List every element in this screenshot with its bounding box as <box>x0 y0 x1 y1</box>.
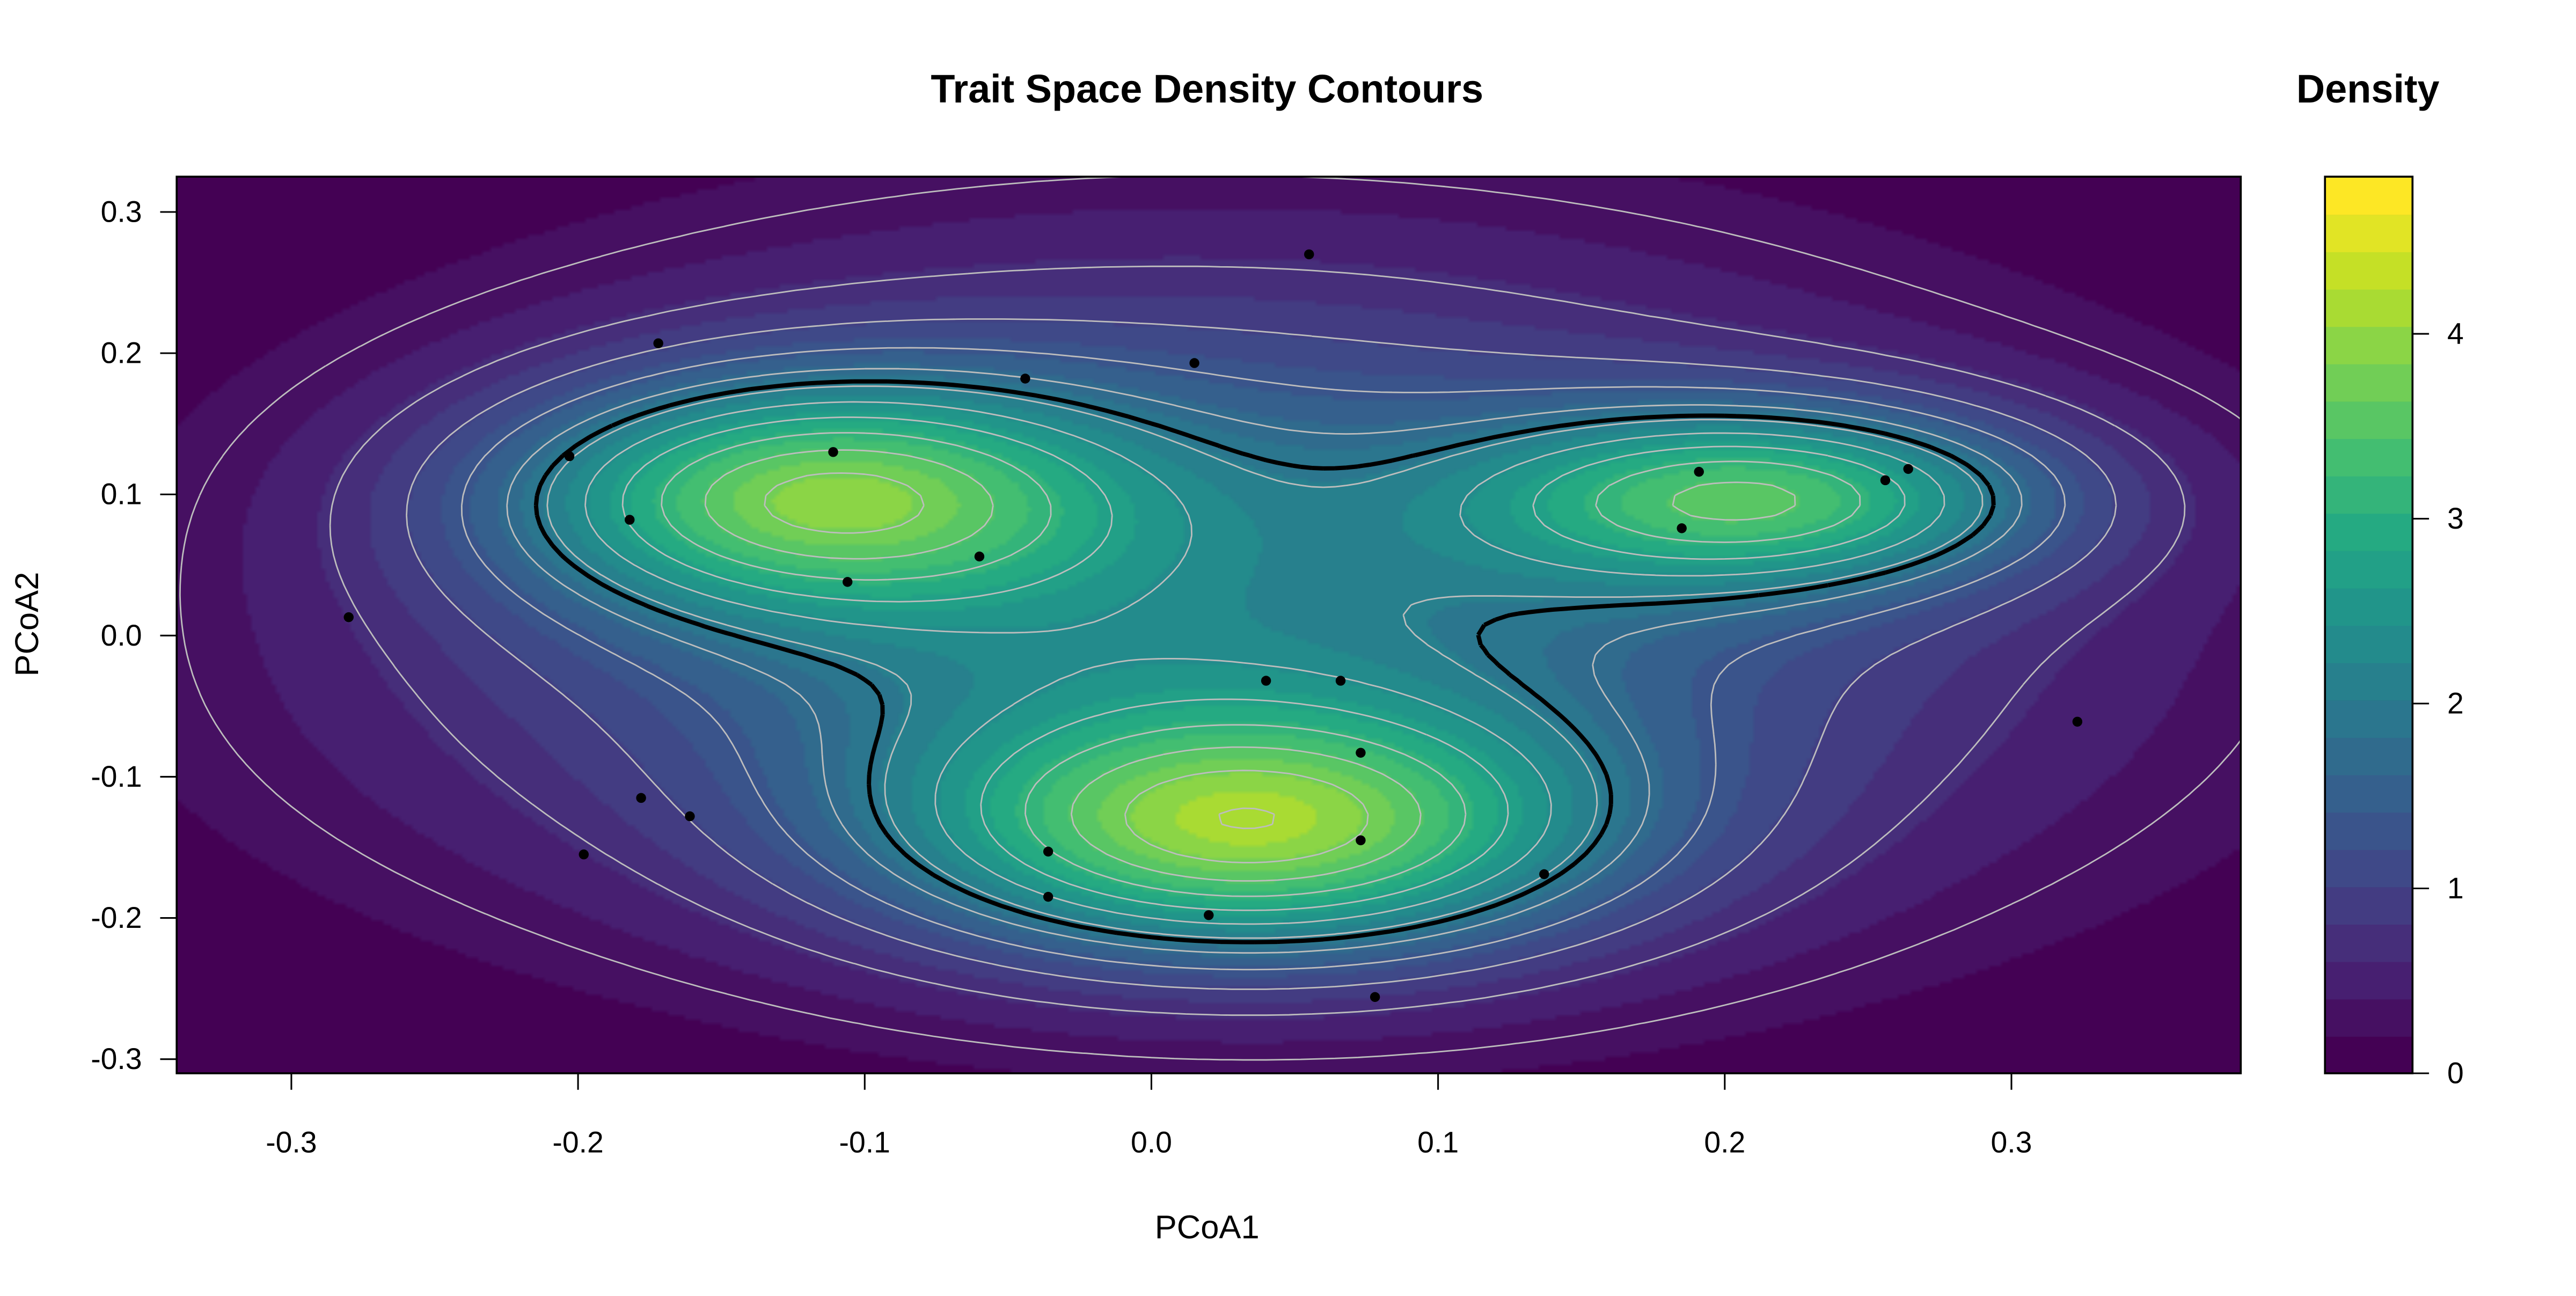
data-point <box>1261 676 1271 686</box>
plot-area <box>175 175 2242 1074</box>
x-axis-label: PCoA1 <box>1155 1209 1260 1246</box>
contour-line <box>506 368 2023 954</box>
x-tick-label: -0.3 <box>266 1126 317 1159</box>
y-tick-label: 0.3 <box>101 195 142 228</box>
colorbar: 0 1 2 3 4 <box>2324 175 2464 1089</box>
chart-title: Trait Space Density Contours <box>931 67 1483 111</box>
data-point <box>1356 748 1366 758</box>
colorbar-tick-label: 0 <box>2447 1056 2464 1089</box>
data-point <box>1189 358 1199 368</box>
data-point <box>579 849 589 860</box>
legend-title: Density <box>2296 67 2440 111</box>
data-point <box>1335 676 1346 686</box>
colorbar-segment <box>2325 886 2413 925</box>
contour-lines <box>179 177 2241 1061</box>
colorbar-segment <box>2325 550 2413 589</box>
x-tick-label: 0.3 <box>1991 1126 2032 1159</box>
contour-line <box>704 449 1796 882</box>
colorbar-segment <box>2325 961 2413 1000</box>
colorbar-segment <box>2325 737 2413 775</box>
data-point <box>974 551 985 562</box>
y-tick-label: 0.1 <box>101 478 142 511</box>
y-tick-label: -0.2 <box>91 901 142 934</box>
colorbar-segment <box>2325 662 2413 701</box>
x-tick-label: 0.2 <box>1704 1126 1745 1159</box>
data-point <box>1020 374 1030 384</box>
contour-line <box>584 401 1945 925</box>
contour-line <box>460 347 2066 971</box>
data-point <box>1204 910 1214 920</box>
colorbar-segment <box>2325 512 2413 551</box>
data-point <box>1304 249 1314 260</box>
x-axis: -0.3 -0.2 -0.1 0.0 0.1 0.2 0.3 <box>266 1072 2032 1159</box>
colorbar-segment <box>2325 214 2413 252</box>
data-point <box>625 515 635 525</box>
contour-line-highlight <box>533 379 1996 944</box>
colorbar-segment <box>2325 438 2413 477</box>
y-axis: 0.3 0.2 0.1 0.0 -0.1 -0.2 -0.3 <box>91 195 177 1075</box>
contour-line <box>621 416 1906 911</box>
contour-line <box>1218 807 1275 830</box>
y-tick-label: -0.3 <box>91 1042 142 1075</box>
colorbar-segment <box>2325 326 2413 364</box>
contour-line <box>329 265 2186 1016</box>
colorbar-tick-label: 2 <box>2447 686 2464 720</box>
data-point <box>685 811 695 822</box>
contour-line <box>406 318 2117 990</box>
colorbar-segment <box>2325 251 2413 290</box>
data-point <box>1043 891 1053 902</box>
colorbar-segment <box>2325 475 2413 514</box>
data-point <box>1539 869 1549 880</box>
colorbar-segment <box>2325 1036 2413 1074</box>
colorbar-segment <box>2325 587 2413 626</box>
data-point <box>1694 466 1704 477</box>
colorbar-segment <box>2325 699 2413 738</box>
colorbar-segment <box>2325 289 2413 327</box>
data-point <box>1370 992 1380 1002</box>
x-tick-label: 0.1 <box>1417 1126 1459 1159</box>
colorbar-segment <box>2325 998 2413 1037</box>
contour-line <box>179 177 2241 1061</box>
y-tick-label: 0.0 <box>101 619 142 652</box>
data-point <box>1677 523 1687 533</box>
colorbar-tick-label: 4 <box>2447 317 2464 350</box>
contour-line <box>546 385 1984 939</box>
colorbar-segment <box>2325 363 2413 402</box>
data-point <box>1356 835 1366 846</box>
data-point <box>653 338 663 348</box>
y-axis-label: PCoA2 <box>9 572 46 677</box>
data-points <box>343 249 2083 1002</box>
data-point <box>1043 846 1053 857</box>
colorbar-segment <box>2325 924 2413 962</box>
data-point <box>828 447 838 457</box>
y-tick-label: -0.1 <box>91 760 142 793</box>
colorbar-tick-label: 3 <box>2447 502 2464 535</box>
x-tick-label: -0.1 <box>839 1126 890 1159</box>
colorbar-segment <box>2325 625 2413 663</box>
colorbar-segment <box>2325 849 2413 888</box>
data-point <box>636 793 646 803</box>
x-tick-label: 0.0 <box>1131 1126 1172 1159</box>
data-point <box>2072 716 2083 727</box>
contour-line <box>661 432 1861 897</box>
data-point <box>1880 475 1891 486</box>
y-tick-label: 0.2 <box>101 336 142 370</box>
data-point <box>1903 464 1913 474</box>
colorbar-tick-label: 1 <box>2447 872 2464 905</box>
x-tick-label: -0.2 <box>552 1126 603 1159</box>
colorbar-segment <box>2325 774 2413 813</box>
data-point <box>343 612 354 623</box>
data-point <box>842 577 853 587</box>
colorbar-segment <box>2325 177 2413 215</box>
colorbar-segment <box>2325 400 2413 440</box>
colorbar-segment <box>2325 811 2413 850</box>
contour-line <box>764 472 1369 863</box>
data-point <box>564 451 575 462</box>
